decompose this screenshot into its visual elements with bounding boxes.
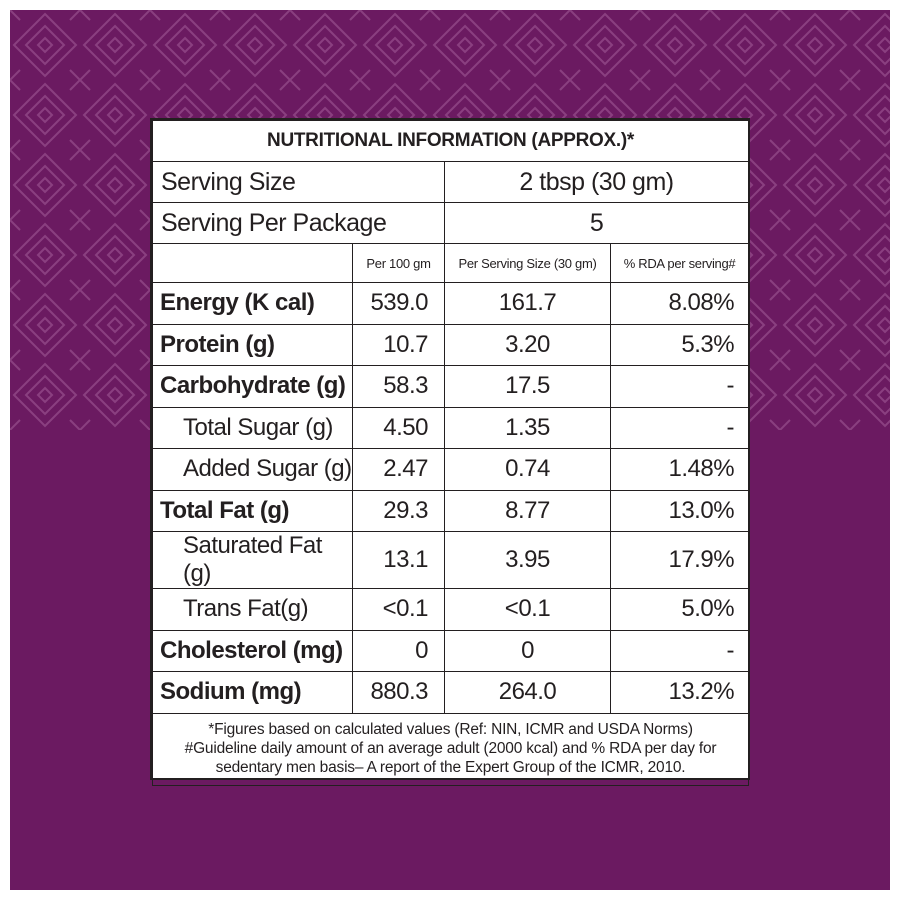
per-serving-value: 0 xyxy=(444,629,611,672)
nutrient-name: Protein (g) xyxy=(152,323,353,366)
per-serving-value: 17.5 xyxy=(444,365,611,408)
header-per-serving: Per Serving Size (30 gm) xyxy=(444,243,611,283)
table-row: Total Fat (g) 29.3 8.77 13.0% xyxy=(152,489,750,532)
per-serving-value: 3.95 xyxy=(444,531,611,589)
rda-value: 8.08% xyxy=(609,282,750,325)
nutrient-name: Sodium (mg) xyxy=(152,671,353,714)
table-row: Total Sugar (g) 4.50 1.35 - xyxy=(152,406,750,449)
per-100-value: 29.3 xyxy=(352,489,445,532)
rda-value: 1.48% xyxy=(609,448,750,491)
serving-per-package-label: Serving Per Package xyxy=(152,202,445,244)
nutrient-name: Cholesterol (mg) xyxy=(152,629,353,672)
rda-value: - xyxy=(609,629,750,672)
nutrient-name: Total Sugar (g) xyxy=(152,406,353,449)
rda-value: 5.0% xyxy=(609,588,750,631)
nutrient-name: Trans Fat(g) xyxy=(152,588,353,631)
package-background: NUTRITIONAL INFORMATION (APPROX.)* Servi… xyxy=(10,10,890,890)
per-100-value: 539.0 xyxy=(352,282,445,325)
table-row: Carbohydrate (g) 58.3 17.5 - xyxy=(152,365,750,408)
header-per-100: Per 100 gm xyxy=(352,243,445,283)
table-row: Saturated Fat (g) 13.1 3.95 17.9% xyxy=(152,531,750,589)
nutrition-table: NUTRITIONAL INFORMATION (APPROX.)* Servi… xyxy=(151,120,750,786)
per-serving-value: 264.0 xyxy=(444,671,611,714)
footnotes: *Figures based on calculated values (Ref… xyxy=(151,712,750,786)
per-100-value: 13.1 xyxy=(352,531,445,589)
serving-size-label: Serving Size xyxy=(152,161,445,203)
rda-value: - xyxy=(609,406,750,449)
nutrition-panel: NUTRITIONAL INFORMATION (APPROX.)* Servi… xyxy=(150,118,750,786)
per-100-value: 58.3 xyxy=(352,365,445,408)
table-row: Protein (g) 10.7 3.20 5.3% xyxy=(152,323,750,366)
per-serving-value: 0.74 xyxy=(444,448,611,491)
per-serving-value: 3.20 xyxy=(444,323,611,366)
rda-value: 17.9% xyxy=(609,531,750,589)
nutrition-title: NUTRITIONAL INFORMATION (APPROX.)* xyxy=(151,120,750,162)
table-row: Added Sugar (g) 2.47 0.74 1.48% xyxy=(152,448,750,491)
per-serving-value: <0.1 xyxy=(444,588,611,631)
header-rda: % RDA per serving# xyxy=(609,243,750,283)
table-row: Sodium (mg) 880.3 264.0 13.2% xyxy=(152,671,750,714)
per-serving-value: 8.77 xyxy=(444,489,611,532)
per-serving-value: 1.35 xyxy=(444,406,611,449)
table-row: Trans Fat(g) <0.1 <0.1 5.0% xyxy=(152,588,750,631)
per-100-value: <0.1 xyxy=(352,588,445,631)
per-100-value: 4.50 xyxy=(352,406,445,449)
footnote-guideline: #Guideline daily amount of an average ad… xyxy=(184,739,717,757)
nutrient-name: Saturated Fat (g) xyxy=(152,531,353,589)
serving-size-value: 2 tbsp (30 gm) xyxy=(443,161,750,203)
rda-value: - xyxy=(609,365,750,408)
per-100-value: 2.47 xyxy=(352,448,445,491)
footnote-source: sedentary men basis– A report of the Exp… xyxy=(215,758,686,776)
footnote-reference: *Figures based on calculated values (Ref… xyxy=(208,720,693,738)
table-row: Energy (K cal) 539.0 161.7 8.08% xyxy=(152,282,750,325)
table-row: Cholesterol (mg) 0 0 - xyxy=(152,629,750,672)
rda-value: 13.2% xyxy=(609,671,750,714)
nutrient-name: Carbohydrate (g) xyxy=(152,365,353,408)
serving-per-package-value: 5 xyxy=(443,202,750,244)
rda-value: 5.3% xyxy=(609,323,750,366)
nutrient-name: Energy (K cal) xyxy=(152,282,353,325)
per-100-value: 0 xyxy=(352,629,445,672)
per-100-value: 880.3 xyxy=(352,671,445,714)
nutrient-name: Total Fat (g) xyxy=(152,489,353,532)
per-serving-value: 161.7 xyxy=(444,282,611,325)
rda-value: 13.0% xyxy=(609,489,750,532)
nutrient-name: Added Sugar (g) xyxy=(152,448,353,491)
header-empty xyxy=(152,243,353,283)
per-100-value: 10.7 xyxy=(352,323,445,366)
